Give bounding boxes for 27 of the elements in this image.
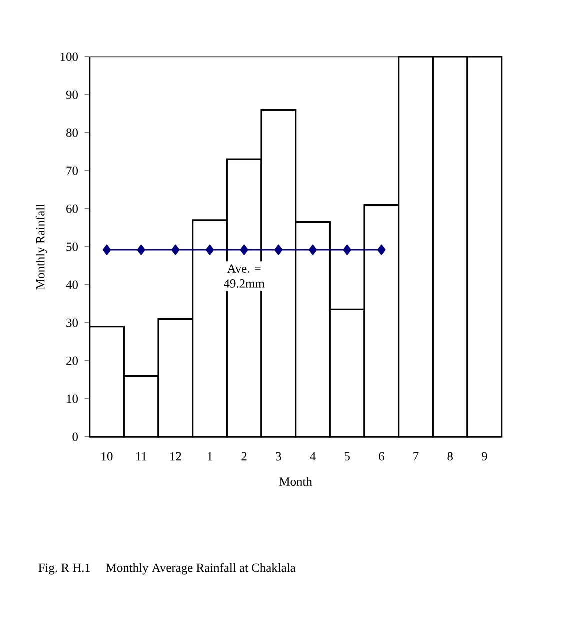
y-tick-label: 100 (60, 52, 78, 62)
x-tick-label: 3 (276, 452, 282, 461)
x-tick-label: 10 (102, 452, 113, 461)
y-tick-label: 60 (66, 204, 78, 214)
y-tick-label: 30 (66, 318, 78, 328)
x-tick-label: 7 (414, 452, 419, 460)
y-tick-label: 80 (66, 128, 78, 138)
y-tick-label: 10 (67, 394, 78, 404)
y-tick-label: 0 (72, 432, 78, 442)
x-tick-label: 11 (136, 452, 147, 461)
x-tick-label: 1 (208, 452, 212, 461)
y-tick-label: 70 (66, 166, 78, 176)
y-tick-label: 20 (66, 356, 78, 366)
y-tick-label: 90 (66, 90, 78, 100)
y-tick-label: 50 (66, 242, 78, 252)
x-axis-title: Month (280, 477, 312, 486)
x-tick-label: 6 (379, 452, 384, 461)
x-tick-label: 5 (344, 452, 350, 461)
y-axis-title: Monthly Rainfall (36, 204, 48, 290)
x-tick-label: 2 (242, 452, 247, 461)
x-tick-label: 8 (448, 452, 453, 461)
x-tick-label: 12 (170, 452, 182, 461)
x-tick-label: 9 (482, 452, 488, 461)
y-tick-label: 40 (66, 280, 78, 290)
text: Fig. R H.1 Monthly Average Rainfall at Chaklala (38, 563, 296, 575)
annotation: Ave. = 49.2mm (224, 264, 265, 288)
x-tick-label: 4 (310, 452, 316, 461)
